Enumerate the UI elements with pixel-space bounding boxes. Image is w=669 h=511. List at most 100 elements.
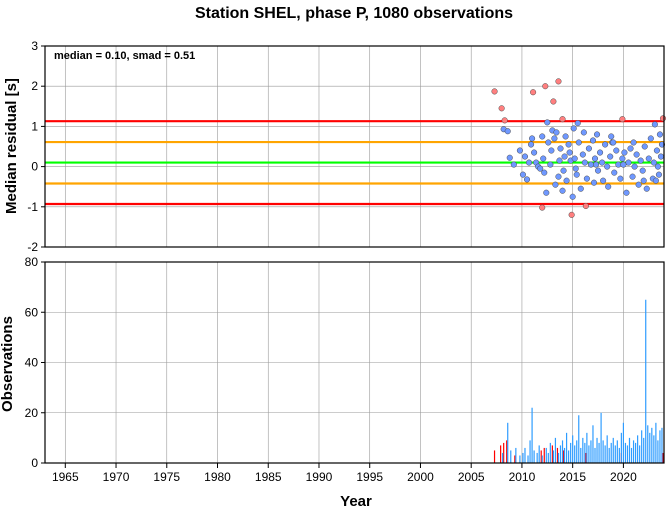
y-tick-label: -2 [27, 240, 38, 254]
data-point [541, 169, 548, 176]
data-point [573, 171, 580, 178]
x-tick-label: 1970 [103, 470, 130, 484]
data-point [615, 161, 622, 168]
data-point [552, 181, 559, 188]
observations-grid [45, 261, 664, 464]
data-point [570, 125, 577, 132]
data-point [652, 177, 659, 184]
data-point [580, 129, 587, 136]
data-point [620, 161, 627, 168]
data-point [658, 141, 666, 148]
data-point [569, 193, 576, 200]
data-point [528, 141, 535, 148]
x-tick-label: 2020 [610, 470, 637, 484]
data-point [630, 139, 637, 146]
x-tick-label: 1985 [255, 470, 282, 484]
data-point [627, 145, 634, 152]
data-point [592, 161, 600, 168]
data-point [599, 159, 606, 166]
data-point [543, 189, 550, 196]
x-tick-label: 2010 [509, 470, 536, 484]
data-point [655, 171, 662, 178]
data-point [561, 153, 568, 160]
data-point [568, 211, 575, 218]
observations-y-ticks: 80 60 40 20 0 [25, 255, 45, 470]
data-point [577, 185, 584, 192]
data-point [559, 187, 566, 194]
observation-bars [493, 299, 664, 463]
data-point [530, 89, 537, 96]
data-point [591, 155, 599, 162]
observations-panel: 80 60 40 20 0 1965 1970 1975 1980 1985 1990 1995 20… [0, 255, 665, 510]
data-point [605, 183, 612, 190]
data-point [501, 117, 508, 124]
data-point [571, 155, 578, 162]
data-point [525, 159, 533, 166]
stats-annotation: median = 0.10, smad = 0.51 [54, 50, 195, 62]
data-point [633, 151, 640, 158]
data-point [656, 131, 663, 138]
x-tick-label: 1965 [52, 470, 79, 484]
data-point [559, 116, 566, 123]
data-point [556, 157, 563, 164]
data-point [643, 185, 650, 192]
y-tick-label: 20 [25, 406, 39, 420]
data-point [583, 175, 590, 182]
data-point [566, 149, 573, 156]
residual-y-axis-title: Median residual [s] [3, 78, 20, 214]
data-point [650, 159, 657, 166]
data-point [574, 120, 581, 127]
data-point [619, 116, 626, 123]
data-point [565, 141, 572, 148]
data-point [510, 161, 517, 168]
data-point [531, 149, 538, 156]
data-point [647, 135, 654, 142]
data-point [563, 177, 570, 184]
residual-panel: 3 2 1 0 -1 -2 median = 0.10, smad = 0.51 Medi… [3, 39, 667, 254]
data-point [629, 173, 636, 180]
observations-y-axis-title: Observations [0, 316, 16, 412]
data-point [659, 115, 667, 122]
data-point [597, 149, 604, 156]
y-tick-label: 80 [25, 255, 39, 269]
data-point [645, 155, 652, 162]
data-point [613, 147, 620, 154]
data-point [540, 155, 547, 162]
y-tick-label: 2 [31, 79, 38, 93]
data-point [529, 135, 536, 142]
data-point [519, 171, 526, 178]
data-point [539, 133, 546, 140]
data-point [491, 88, 498, 95]
data-point [547, 161, 554, 168]
x-axis-title: Year [340, 493, 372, 510]
data-point [548, 147, 555, 154]
y-tick-label: 0 [31, 160, 38, 174]
y-tick-label: 1 [31, 119, 38, 133]
data-point [562, 133, 569, 140]
data-point [521, 153, 529, 160]
data-point [623, 189, 630, 196]
data-point [604, 163, 611, 170]
x-tick-label: 1990 [306, 470, 333, 484]
data-point [619, 155, 626, 162]
data-point [657, 153, 665, 160]
data-point [537, 165, 544, 172]
data-point [621, 149, 628, 156]
residual-frame [44, 45, 665, 248]
chart-title: Station SHEL, phase P, 1080 observations [195, 5, 513, 22]
data-point [617, 175, 624, 182]
y-tick-label: -1 [27, 200, 38, 214]
data-point [631, 163, 638, 170]
data-point [516, 147, 523, 154]
data-point [572, 165, 579, 172]
data-point [594, 167, 602, 174]
data-point [602, 141, 609, 148]
data-point [639, 167, 646, 174]
data-point [654, 163, 661, 170]
data-point [544, 119, 551, 126]
data-point [553, 129, 560, 136]
data-point [555, 78, 562, 85]
data-point [542, 83, 549, 90]
data-point [640, 177, 647, 184]
